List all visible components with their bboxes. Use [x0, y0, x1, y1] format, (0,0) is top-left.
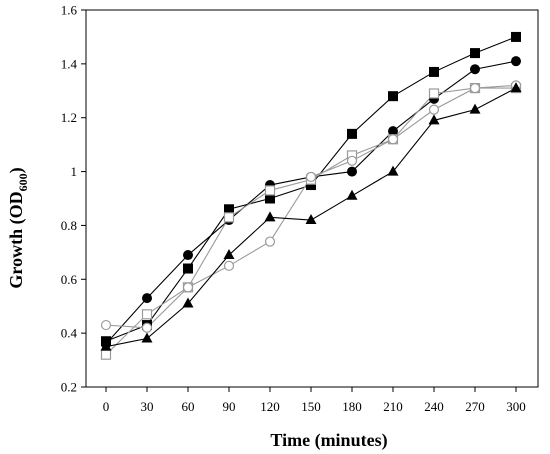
- x-tick-label: 300: [506, 399, 526, 414]
- data-point-open-square: [141, 309, 153, 320]
- y-axis-title: Growth (OD600): [6, 167, 30, 288]
- plot-frame: [85, 9, 539, 388]
- y-axis-title-close: ): [6, 167, 27, 173]
- data-point-open-circle: [428, 104, 440, 115]
- y-tick-label: 1.6: [61, 3, 78, 18]
- data-point-filled-square: [429, 66, 439, 77]
- x-tick-label: 180: [342, 399, 362, 414]
- data-point-filled-triangle: [264, 211, 276, 222]
- y-axis-title-subscript: 600: [16, 173, 30, 191]
- data-point-filled-square: [347, 128, 357, 139]
- data-point-filled-triangle: [387, 165, 399, 176]
- data-point-open-square: [264, 185, 276, 196]
- y-tick-label: 0.2: [61, 380, 77, 395]
- y-tick-label: 1.2: [61, 110, 77, 125]
- data-point-filled-triangle: [510, 82, 522, 93]
- x-tick-label: 270: [465, 399, 485, 414]
- data-point-filled-square: [306, 180, 316, 191]
- marker-layer: [100, 31, 522, 360]
- x-axis-title: Time (minutes): [270, 430, 387, 451]
- series-line-filled-circle: [105, 60, 517, 345]
- data-point-filled-triangle: [223, 249, 235, 260]
- data-point-open-square: [223, 212, 235, 223]
- data-point-open-circle: [182, 282, 194, 293]
- data-point-open-circle: [387, 134, 399, 145]
- data-point-filled-circle: [183, 250, 193, 261]
- y-tick-label: 0.6: [61, 272, 78, 287]
- data-point-filled-square: [470, 48, 480, 59]
- data-point-filled-triangle: [100, 340, 112, 351]
- data-point-filled-square: [265, 193, 275, 204]
- y-tick-label: 0.8: [61, 218, 77, 233]
- data-point-open-circle: [469, 82, 481, 94]
- x-tick-label: 240: [424, 399, 444, 414]
- x-tick-label: 90: [223, 399, 236, 414]
- axes: 0.2 0.4 0.6 0.8 1 1.2 1.4 1.6 0 30 60 90 120 150 180 21…: [61, 3, 526, 415]
- data-point-filled-circle: [142, 293, 152, 304]
- data-point-open-circle: [305, 171, 317, 183]
- x-tick-label: 60: [182, 399, 195, 414]
- data-point-filled-circle: [388, 126, 398, 137]
- data-point-filled-triangle: [469, 103, 481, 114]
- data-point-filled-circle: [511, 56, 521, 67]
- data-point-filled-triangle: [346, 189, 358, 200]
- data-point-open-square: [428, 88, 440, 99]
- series-line-open-circle: [105, 84, 517, 329]
- data-point-filled-triangle: [182, 297, 194, 308]
- x-tick-label: 150: [301, 399, 321, 414]
- data-point-open-circle: [223, 260, 235, 271]
- data-point-filled-square: [183, 263, 193, 274]
- data-point-open-circle: [141, 322, 153, 333]
- x-tick-label: 30: [141, 399, 154, 414]
- data-point-filled-square: [224, 204, 234, 215]
- x-tick-label: 120: [260, 399, 280, 414]
- y-axis-title-main: Growth (OD: [6, 191, 27, 288]
- data-point-open-circle: [264, 236, 276, 247]
- y-tick-label: 0.4: [61, 326, 78, 341]
- data-point-filled-circle: [470, 64, 480, 75]
- data-point-open-circle: [346, 155, 358, 166]
- data-point-filled-triangle: [428, 114, 440, 125]
- y-tick-label: 1: [71, 164, 78, 179]
- data-point-open-square: [100, 349, 112, 360]
- y-tick-label: 1.4: [61, 56, 78, 71]
- data-point-filled-triangle: [305, 214, 317, 225]
- x-tick-label: 0: [103, 399, 110, 414]
- x-tick-label: 210: [383, 399, 403, 414]
- data-point-open-circle: [100, 319, 112, 331]
- data-point-filled-circle: [347, 166, 357, 177]
- data-point-filled-square: [388, 91, 398, 102]
- plot-area: [85, 9, 539, 388]
- data-point-filled-square: [511, 31, 521, 42]
- data-point-filled-triangle: [141, 332, 153, 343]
- series-layer: [105, 36, 517, 356]
